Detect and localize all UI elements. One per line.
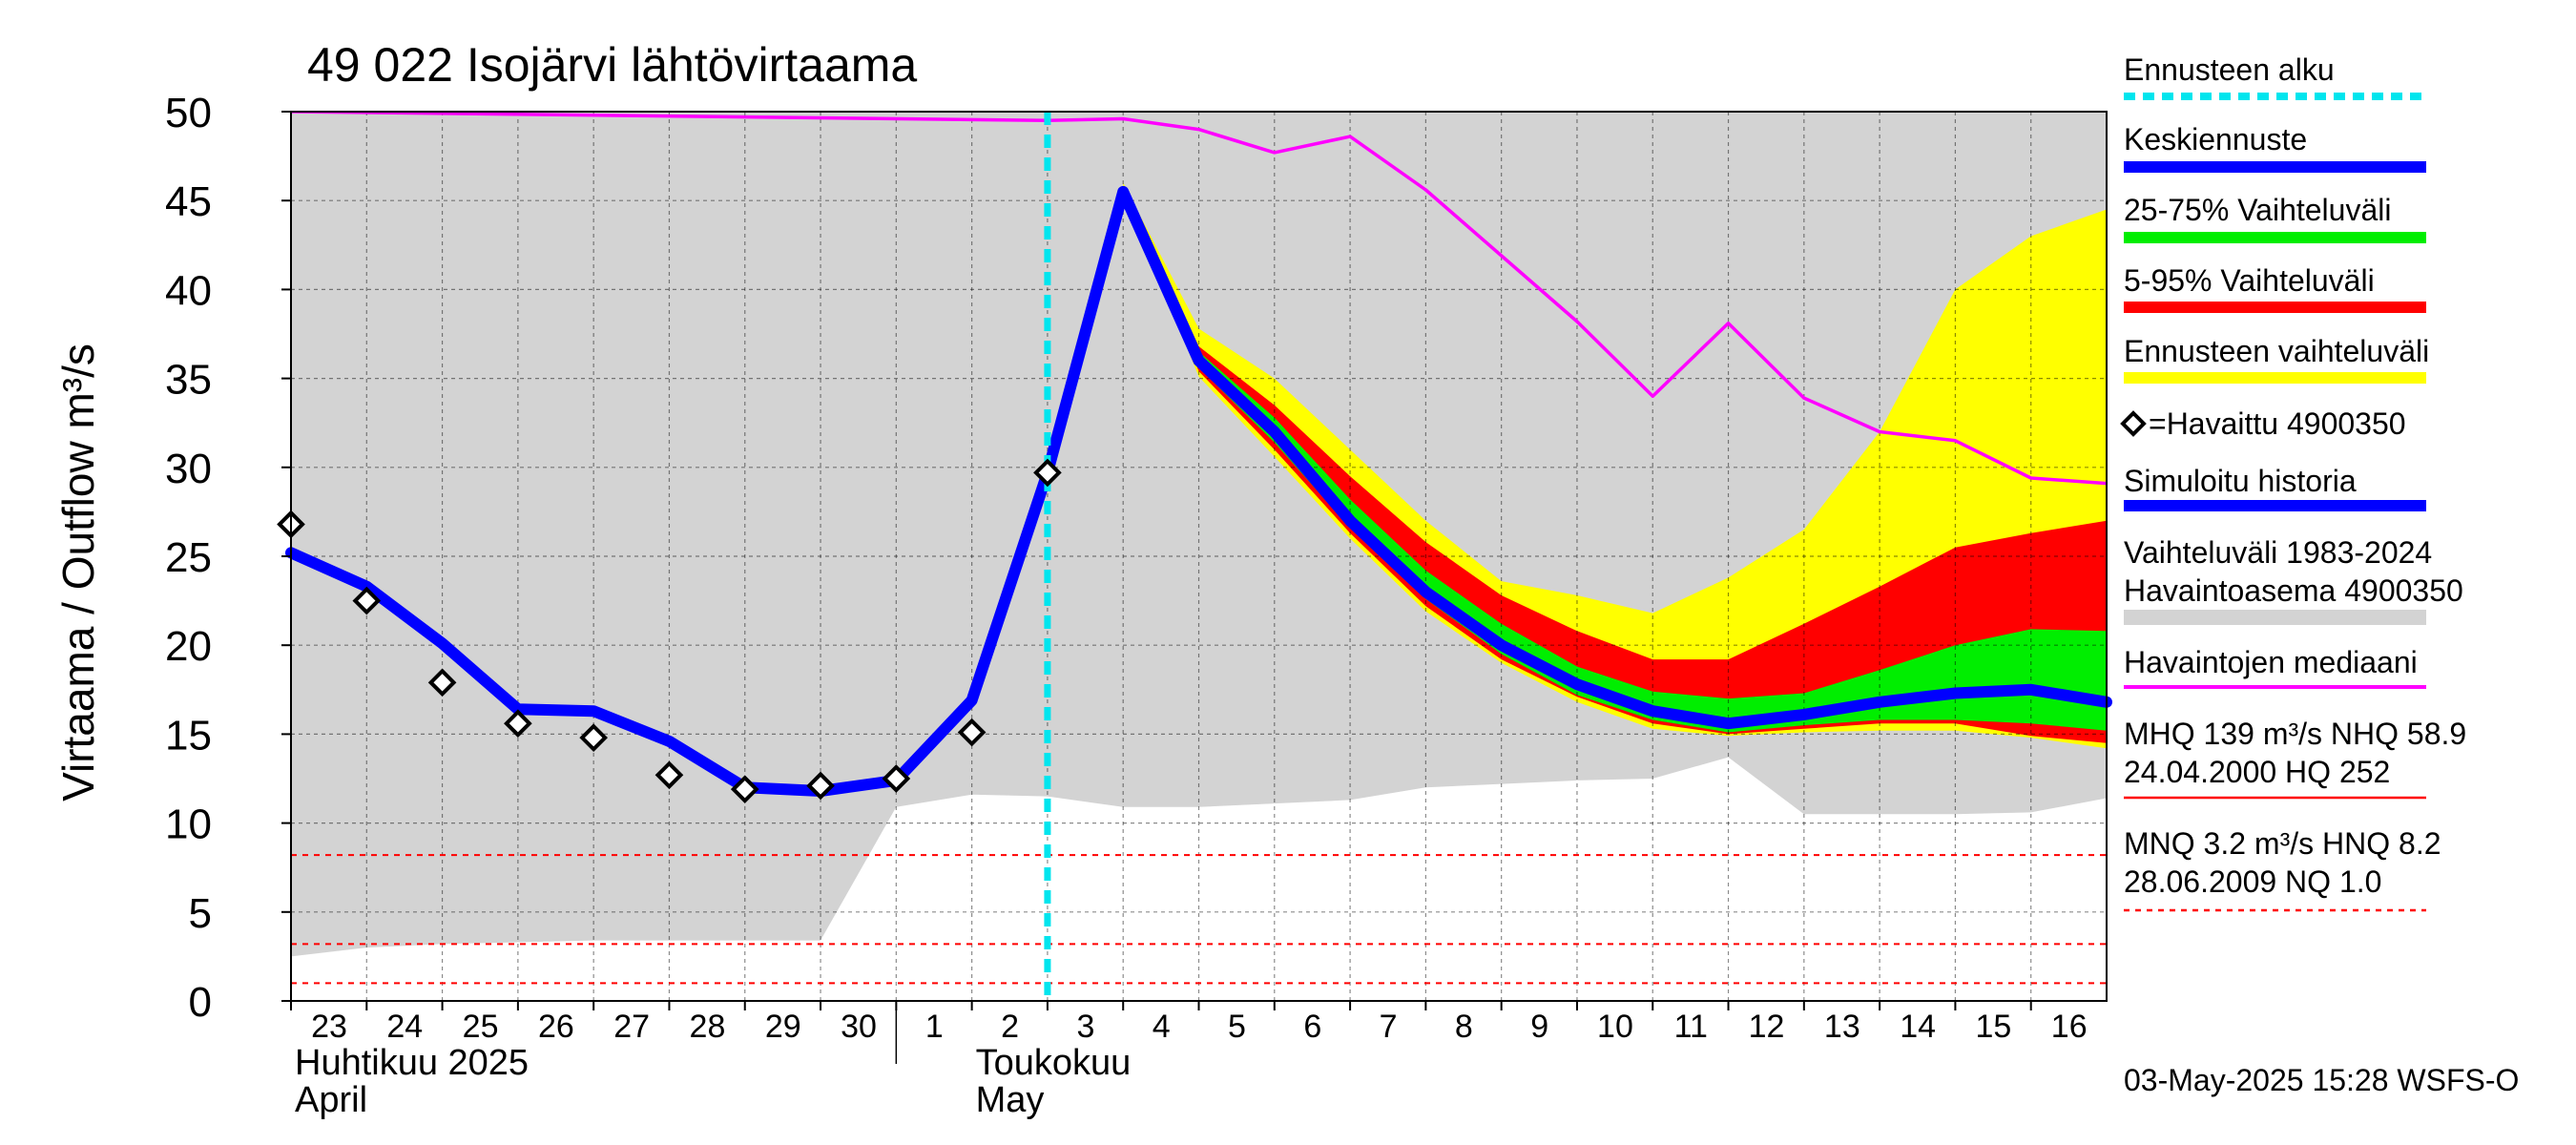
chart-title: 49 022 Isojärvi lähtövirtaama bbox=[307, 38, 917, 92]
observed-marker bbox=[654, 760, 684, 790]
forecast-5-95-band bbox=[1123, 190, 2107, 743]
x-month-label: Toukokuu bbox=[976, 1043, 1132, 1083]
legend-label: Simuloitu historia bbox=[2124, 464, 2357, 498]
legend-label: Havaintojen mediaani bbox=[2124, 645, 2418, 679]
legend-label: 25-75% Vaihteluväli bbox=[2124, 193, 2391, 227]
y-tick-label: 20 bbox=[165, 623, 212, 670]
x-day-label: 9 bbox=[1530, 1009, 1548, 1045]
y-tick-label: 45 bbox=[165, 178, 212, 225]
x-day-label: 7 bbox=[1380, 1009, 1398, 1045]
x-day-label: 23 bbox=[311, 1009, 347, 1045]
x-day-label: 1 bbox=[925, 1009, 944, 1045]
x-day-label: 5 bbox=[1228, 1009, 1246, 1045]
legend-label: MNQ 3.2 m³/s HNQ 8.2 bbox=[2124, 826, 2441, 861]
x-day-label: 28 bbox=[690, 1009, 726, 1045]
legend-label: Ennusteen alku bbox=[2124, 52, 2335, 87]
legend-label: Ennusteen vaihteluväli bbox=[2124, 334, 2429, 368]
x-day-label: 24 bbox=[386, 1009, 423, 1045]
legend: Ennusteen alku Keskiennuste 25-75% Vaihtel… bbox=[2120, 52, 2466, 912]
legend-label-2: 24.04.2000 HQ 252 bbox=[2124, 755, 2390, 789]
y-tick-label: 5 bbox=[189, 890, 212, 937]
legend-label: Vaihteluväli 1983-2024 bbox=[2124, 535, 2432, 570]
observed-marker bbox=[1033, 458, 1062, 488]
legend-observed-marker-icon bbox=[2120, 410, 2147, 437]
history-range-band bbox=[291, 112, 2107, 957]
y-tick-label: 40 bbox=[165, 267, 212, 314]
x-day-label: 2 bbox=[1001, 1009, 1019, 1045]
legend-label: 5-95% Vaihteluväli bbox=[2124, 263, 2375, 298]
x-day-label: 29 bbox=[765, 1009, 801, 1045]
legend-label: MHQ 139 m³/s NHQ 58.9 bbox=[2124, 717, 2466, 751]
timestamp: 03-May-2025 15:28 WSFS-O bbox=[2124, 1063, 2519, 1097]
simulated-forecast-line bbox=[285, 185, 2112, 797]
x-day-label: 15 bbox=[1976, 1009, 2012, 1045]
forecast-25-75-band bbox=[1123, 190, 2107, 733]
y-axis-label: Virtaama / Outflow m³/s bbox=[53, 344, 103, 802]
legend-label: Keskiennuste bbox=[2124, 122, 2307, 156]
x-day-label: 8 bbox=[1455, 1009, 1473, 1045]
x-day-label: 30 bbox=[841, 1009, 877, 1045]
x-day-label: 11 bbox=[1674, 1009, 1708, 1045]
y-tick-label: 10 bbox=[165, 802, 212, 848]
x-day-label: 26 bbox=[538, 1009, 574, 1045]
x-day-label: 3 bbox=[1076, 1009, 1094, 1045]
plot-area bbox=[277, 111, 2112, 1002]
observed-marker bbox=[504, 709, 532, 739]
y-tick-label: 15 bbox=[165, 712, 212, 759]
legend-swatch bbox=[2124, 610, 2426, 625]
y-tick-label: 35 bbox=[165, 357, 212, 404]
x-day-label: 14 bbox=[1900, 1009, 1936, 1045]
y-tick-label: 0 bbox=[189, 979, 212, 1026]
observed-marker bbox=[579, 723, 608, 752]
x-day-label: 10 bbox=[1597, 1009, 1633, 1045]
legend-label-2: 28.06.2009 NQ 1.0 bbox=[2124, 864, 2381, 899]
observed-marker bbox=[882, 764, 911, 793]
x-day-label: 16 bbox=[2051, 1009, 2088, 1045]
x-day-label: 6 bbox=[1303, 1009, 1321, 1045]
y-tick-label: 30 bbox=[165, 446, 212, 492]
legend-label-2: Havaintoasema 4900350 bbox=[2124, 573, 2463, 608]
x-month-label: Huhtikuu 2025 bbox=[295, 1043, 529, 1083]
x-day-label: 4 bbox=[1153, 1009, 1171, 1045]
x-day-label: 13 bbox=[1824, 1009, 1860, 1045]
observed-marker bbox=[957, 718, 987, 747]
x-month-label-en: April bbox=[295, 1080, 367, 1120]
observed-marker bbox=[427, 668, 457, 697]
x-day-label: 25 bbox=[463, 1009, 499, 1045]
legend-label: =Havaittu 4900350 bbox=[2149, 406, 2406, 441]
x-day-label: 12 bbox=[1749, 1009, 1785, 1045]
x-day-label: 27 bbox=[613, 1009, 650, 1045]
x-month-label-en: May bbox=[976, 1080, 1045, 1120]
observed-marker bbox=[730, 775, 759, 804]
y-tick-label: 50 bbox=[165, 90, 212, 136]
observed-marker bbox=[806, 771, 835, 801]
y-tick-label: 25 bbox=[165, 534, 212, 581]
median-line bbox=[291, 112, 2107, 486]
observed-marker bbox=[352, 586, 382, 615]
